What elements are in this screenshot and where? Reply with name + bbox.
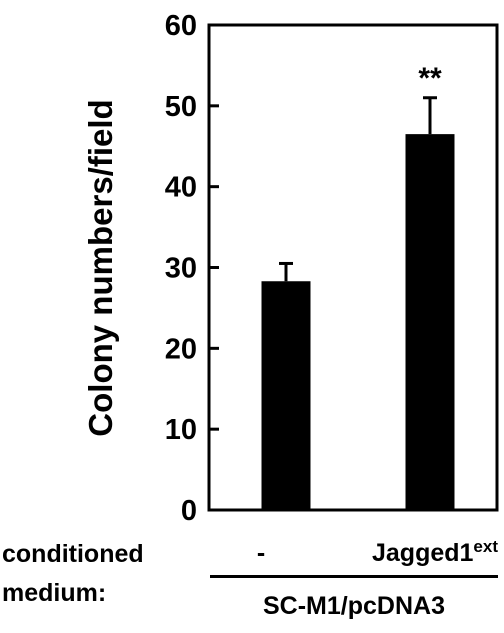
x-category-label-main: Jagged1 — [372, 539, 474, 567]
x-category-label: Jagged1ext — [372, 537, 498, 567]
bar — [405, 134, 455, 510]
y-axis-label: Colony numbers/field — [82, 99, 119, 436]
y-tick-label: 50 — [165, 91, 197, 123]
error-bars — [279, 96, 437, 282]
y-axis-ticks: 0 10 20 30 40 50 60 — [165, 10, 219, 527]
y-tick-label: 10 — [165, 414, 197, 446]
row-label-line2: medium: — [2, 579, 107, 607]
y-tick-label: 0 — [181, 495, 197, 527]
bar — [261, 281, 311, 510]
y-tick-label: 40 — [165, 172, 197, 204]
y-tick-label: 60 — [165, 10, 197, 42]
group-underline — [210, 575, 498, 578]
group-label: SC-M1/pcDNA3 — [263, 592, 445, 620]
y-tick-label: 20 — [165, 333, 197, 365]
x-category-label-main: - — [257, 539, 265, 567]
x-category-labels: - Jagged1ext — [257, 537, 499, 567]
bars — [261, 134, 455, 510]
x-category-label-superscript: ext — [473, 537, 498, 556]
row-label-line1: conditioned — [2, 540, 144, 568]
annotations: ** — [418, 62, 442, 95]
y-tick-label: 30 — [165, 253, 197, 285]
significance-label: ** — [418, 62, 442, 95]
x-category-label: - — [257, 539, 265, 567]
